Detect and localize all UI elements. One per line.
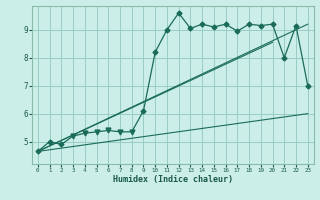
- X-axis label: Humidex (Indice chaleur): Humidex (Indice chaleur): [113, 175, 233, 184]
